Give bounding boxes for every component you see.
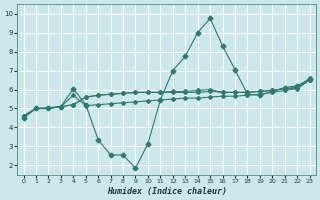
X-axis label: Humidex (Indice chaleur): Humidex (Indice chaleur) — [107, 187, 227, 196]
